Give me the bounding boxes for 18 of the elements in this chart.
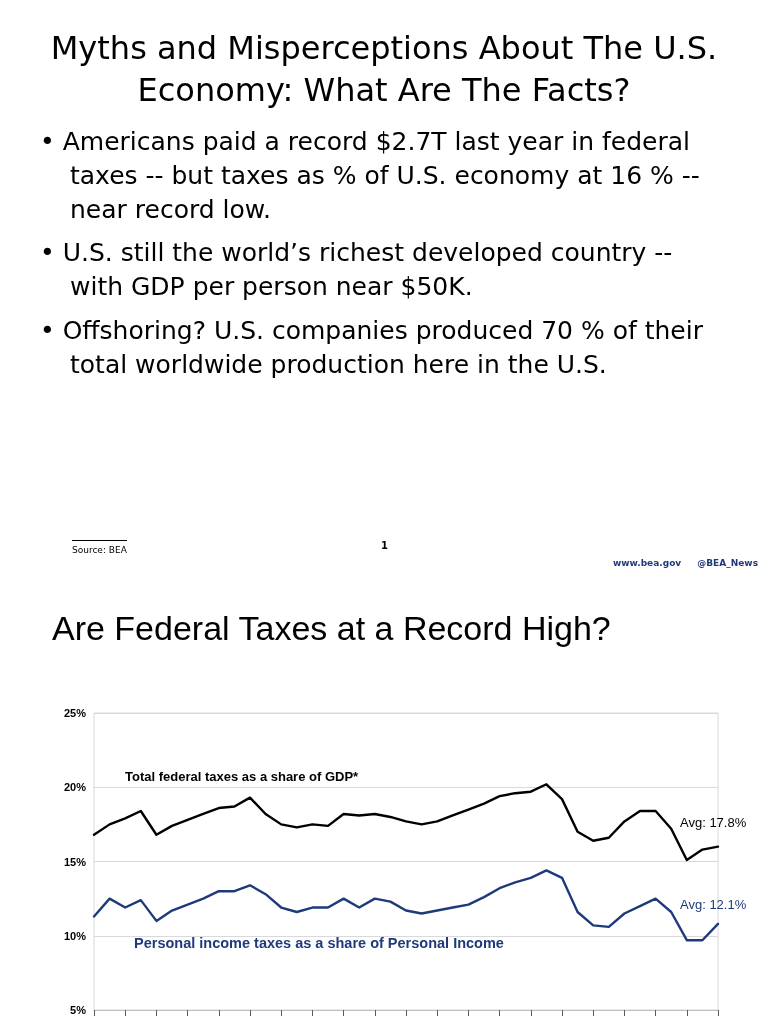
text: 1: [381, 540, 388, 551]
series-label: Personal income taxes as a share of Personal Income: [134, 934, 504, 951]
annotation: Avg: 17.8%: [680, 815, 747, 830]
y-tick-label: 10%: [63, 929, 87, 942]
text: Myths and Misperceptions About The U.S. Economy: What Are The Facts?: [50, 28, 718, 111]
text: • Americans paid a record $2.7T last year in federal taxes -- but taxes as % of U.S. economy at 16 % -- near record low.: [40, 126, 701, 226]
text: • Offshoring? U.S. companies produced 70 % of their total worldwide production here in the U.S.: [40, 314, 704, 381]
source-note: Source: BEA: [72, 540, 127, 555]
y-tick-label: 5%: [70, 1004, 87, 1016]
chart-title: Are Federal Taxes at a Record High?: [52, 609, 611, 647]
annotation: Avg: 12.1%: [680, 897, 747, 912]
series-label: Total federal taxes as a share of GDP*: [125, 769, 360, 784]
text: @BEA_News: [697, 558, 758, 568]
text: www.bea.gov: [612, 558, 682, 568]
y-tick-label: 20%: [63, 781, 87, 794]
text: • U.S. still the world’s richest developed country -- with GDP per person near $50K.: [40, 237, 674, 304]
y-tick-label: 15%: [63, 855, 87, 868]
y-tick-label: 25%: [63, 707, 87, 719]
